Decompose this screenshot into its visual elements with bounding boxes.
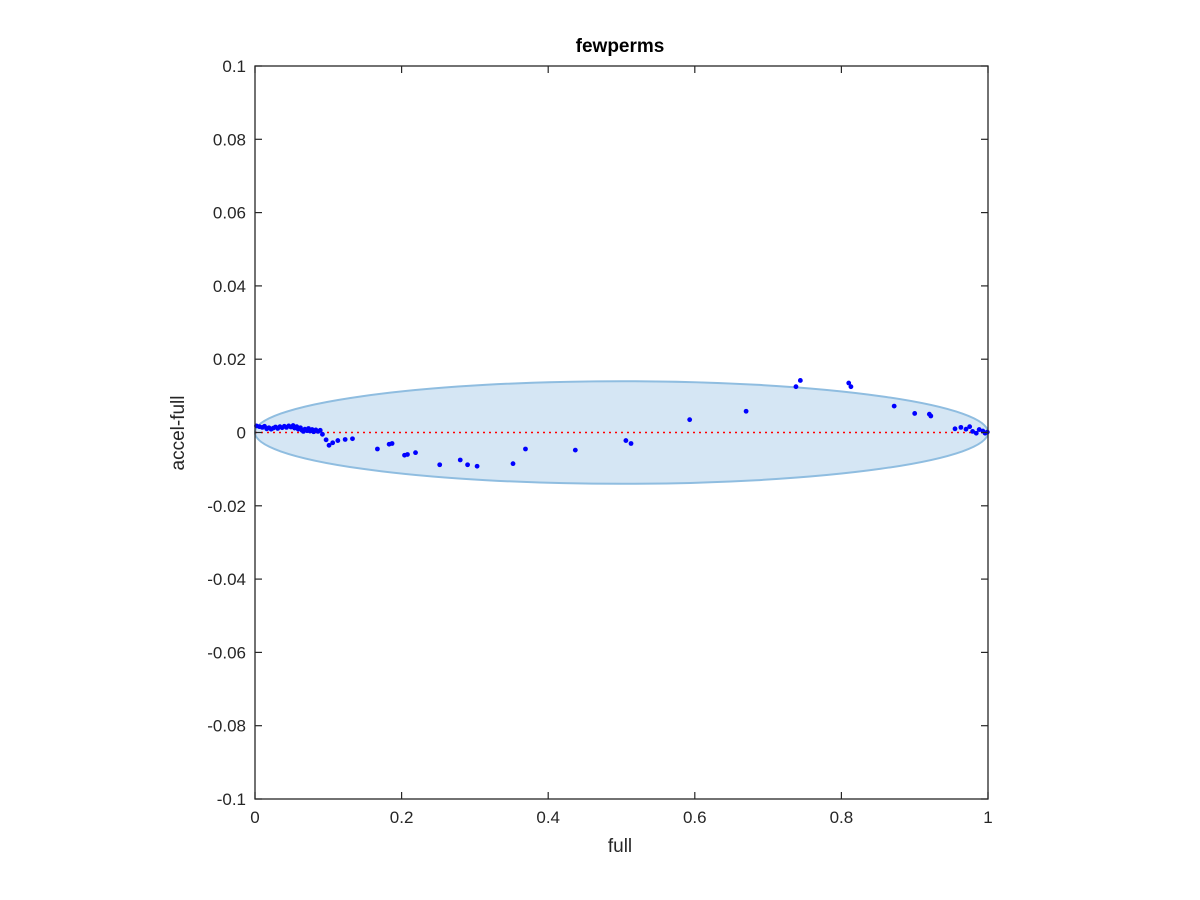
data-point xyxy=(523,446,528,452)
data-point xyxy=(320,431,325,437)
data-point xyxy=(958,424,964,430)
x-tick-label: 0.6 xyxy=(683,808,707,827)
data-point xyxy=(967,424,973,430)
data-point xyxy=(928,413,934,419)
data-point xyxy=(963,426,969,432)
data-point xyxy=(457,457,463,463)
y-axis-title: accel-full xyxy=(168,396,189,471)
data-point xyxy=(389,441,395,446)
data-point xyxy=(405,452,410,457)
y-tick-label: -0.08 xyxy=(207,717,246,736)
data-point xyxy=(437,462,443,468)
x-tick-label: 0.8 xyxy=(830,808,854,827)
y-tick-label: 0.08 xyxy=(213,130,246,149)
y-tick-label: -0.02 xyxy=(207,497,246,516)
data-point xyxy=(846,380,852,386)
y-tick-label: 0.06 xyxy=(213,204,246,223)
data-point xyxy=(628,441,634,446)
data-point xyxy=(973,430,979,436)
data-point xyxy=(952,426,958,432)
data-point xyxy=(572,447,578,453)
data-point xyxy=(375,446,380,452)
x-tick-label: 0.4 xyxy=(536,808,560,827)
data-point xyxy=(891,403,897,409)
data-point xyxy=(976,427,982,432)
data-point xyxy=(323,437,329,443)
data-point xyxy=(687,417,693,423)
data-point xyxy=(474,463,480,469)
y-tick-label: -0.04 xyxy=(207,570,246,589)
x-tick-label: 0.2 xyxy=(390,808,414,827)
y-tick-label: 0 xyxy=(237,424,246,443)
y-tick-label: 0.02 xyxy=(213,350,246,369)
data-point xyxy=(413,450,418,456)
y-tick-label: 0.04 xyxy=(213,277,246,296)
data-point xyxy=(465,462,470,468)
y-tick-label: -0.06 xyxy=(207,643,246,662)
y-tick-label: 0.1 xyxy=(222,57,246,76)
data-point xyxy=(743,408,749,414)
chart-title: fewperms xyxy=(576,36,665,57)
data-point xyxy=(848,384,854,390)
data-point xyxy=(510,461,516,467)
data-point xyxy=(330,440,336,446)
data-point xyxy=(912,411,918,416)
data-point xyxy=(623,438,629,443)
data-point xyxy=(350,436,355,442)
data-point xyxy=(317,427,323,433)
y-tick-label: -0.1 xyxy=(217,790,246,809)
data-point xyxy=(793,384,799,390)
data-point xyxy=(326,442,332,448)
x-tick-label: 1 xyxy=(983,808,992,827)
data-point xyxy=(970,429,976,434)
data-point xyxy=(342,437,348,442)
x-tick-label: 0 xyxy=(250,808,259,827)
data-point xyxy=(797,378,803,383)
data-point xyxy=(335,438,341,443)
x-axis-title: full xyxy=(608,836,632,857)
